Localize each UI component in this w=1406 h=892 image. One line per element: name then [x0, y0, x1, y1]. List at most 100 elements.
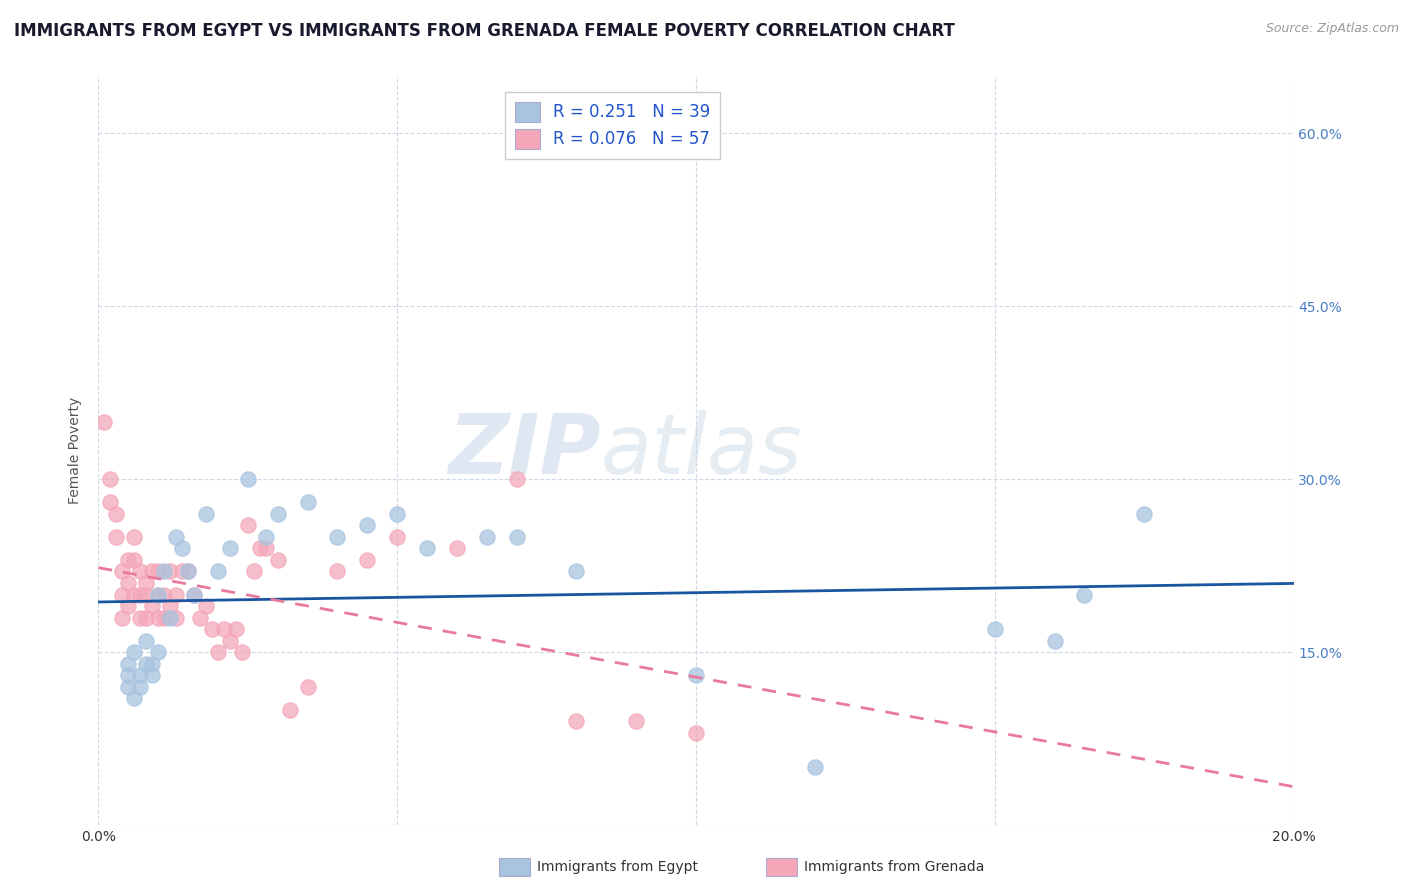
Point — [195, 507, 218, 521]
Point — [124, 645, 146, 659]
Point — [117, 599, 139, 613]
Text: Immigrants from Egypt: Immigrants from Egypt — [537, 860, 699, 874]
Point — [685, 668, 707, 682]
Point — [124, 530, 146, 544]
Point — [385, 530, 409, 544]
Point — [117, 553, 139, 567]
Point — [685, 726, 707, 740]
Point — [506, 530, 529, 544]
Point — [129, 680, 152, 694]
Point — [267, 507, 290, 521]
Point — [254, 530, 277, 544]
Point — [129, 588, 152, 602]
Point — [129, 565, 152, 579]
Point — [148, 645, 170, 659]
Point — [98, 472, 122, 486]
Point — [124, 588, 146, 602]
Point — [207, 645, 229, 659]
Point — [254, 541, 277, 556]
Point — [141, 668, 163, 682]
Point — [201, 622, 224, 636]
Point — [159, 565, 181, 579]
Point — [129, 668, 152, 682]
Point — [297, 495, 319, 509]
Point — [141, 599, 163, 613]
Point — [249, 541, 271, 556]
Point — [117, 680, 139, 694]
Point — [297, 680, 319, 694]
Point — [135, 657, 157, 671]
Point — [117, 576, 139, 591]
Point — [172, 565, 194, 579]
Point — [565, 714, 588, 729]
Point — [172, 541, 194, 556]
Point — [159, 610, 181, 624]
Point — [326, 565, 349, 579]
Point — [165, 610, 187, 624]
Point — [124, 553, 146, 567]
Point — [278, 703, 301, 717]
Point — [231, 645, 253, 659]
Point — [148, 610, 170, 624]
Point — [225, 622, 247, 636]
Point — [165, 530, 187, 544]
Point — [135, 610, 157, 624]
Point — [804, 760, 827, 774]
Point — [326, 530, 349, 544]
Point — [177, 565, 200, 579]
Point — [236, 472, 259, 486]
Point — [195, 599, 218, 613]
Point — [565, 565, 588, 579]
Point — [111, 610, 134, 624]
Point — [148, 565, 170, 579]
Text: atlas: atlas — [600, 410, 801, 491]
Point — [416, 541, 439, 556]
Point — [356, 518, 378, 533]
Point — [117, 668, 139, 682]
Point — [135, 633, 157, 648]
Point — [506, 472, 529, 486]
Point — [626, 714, 648, 729]
Point — [153, 610, 176, 624]
Point — [183, 588, 205, 602]
Point — [1073, 588, 1095, 602]
Point — [188, 610, 211, 624]
Point — [446, 541, 468, 556]
Text: ZIP: ZIP — [447, 410, 600, 491]
Text: Source: ZipAtlas.com: Source: ZipAtlas.com — [1265, 22, 1399, 36]
Point — [267, 553, 290, 567]
Point — [356, 553, 378, 567]
Text: IMMIGRANTS FROM EGYPT VS IMMIGRANTS FROM GRENADA FEMALE POVERTY CORRELATION CHAR: IMMIGRANTS FROM EGYPT VS IMMIGRANTS FROM… — [14, 22, 955, 40]
Point — [236, 518, 259, 533]
Point — [475, 530, 498, 544]
Point — [105, 507, 128, 521]
Point — [135, 576, 157, 591]
Text: Immigrants from Grenada: Immigrants from Grenada — [804, 860, 984, 874]
Legend: R = 0.251   N = 39, R = 0.076   N = 57: R = 0.251 N = 39, R = 0.076 N = 57 — [505, 92, 720, 159]
Point — [148, 588, 170, 602]
Point — [1043, 633, 1066, 648]
Point — [219, 541, 242, 556]
Point — [385, 507, 409, 521]
Point — [141, 565, 163, 579]
Point — [153, 565, 176, 579]
Point — [177, 565, 200, 579]
Point — [129, 610, 152, 624]
Point — [212, 622, 235, 636]
Point — [93, 415, 115, 429]
Point — [111, 565, 134, 579]
Point — [159, 599, 181, 613]
Point — [117, 657, 139, 671]
Point — [165, 588, 187, 602]
Point — [105, 530, 128, 544]
Point — [153, 588, 176, 602]
Point — [984, 622, 1007, 636]
Point — [243, 565, 266, 579]
Point — [219, 633, 242, 648]
Point — [141, 657, 163, 671]
Point — [1133, 507, 1156, 521]
Point — [124, 691, 146, 706]
Point — [183, 588, 205, 602]
Point — [207, 565, 229, 579]
Point — [98, 495, 122, 509]
